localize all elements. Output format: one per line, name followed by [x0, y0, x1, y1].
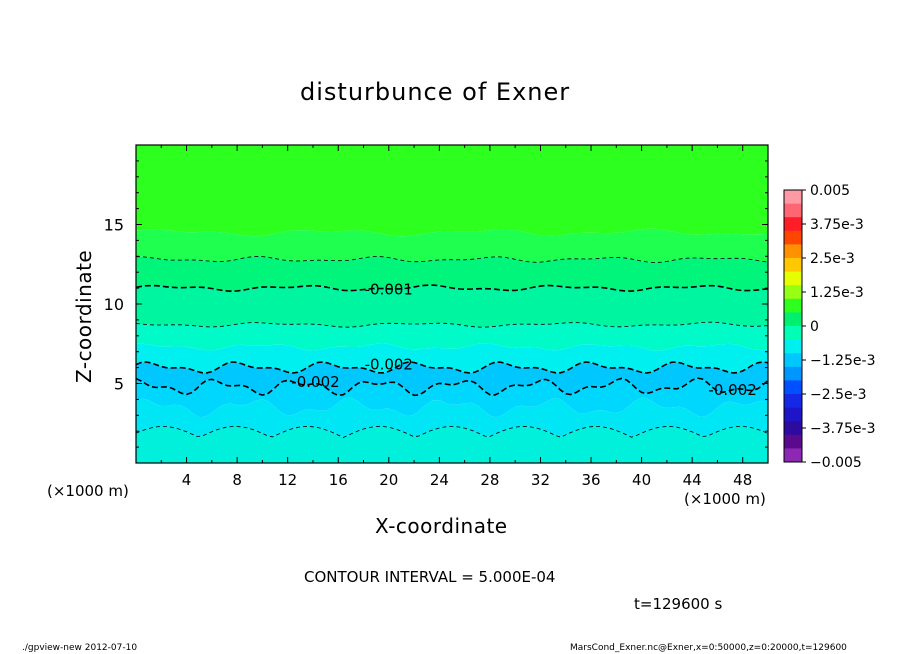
x-tick-label: 12 — [278, 471, 297, 489]
time-label: t=129600 s — [634, 595, 723, 613]
colorbar-swatch — [784, 285, 802, 300]
colorbar-swatch — [784, 394, 802, 408]
fill-band — [136, 397, 768, 438]
x-tick-label: 44 — [683, 471, 702, 489]
colorbar-label: 3.75e-3 — [810, 217, 864, 233]
colorbar: 0.005 3.75e-3 2.5e-3 1.25e-3 0 −1.25e-3 −2.5e-… — [783, 183, 875, 471]
colorbar-label: 0.005 — [810, 183, 850, 199]
colorbar-label: 2.5e-3 — [810, 251, 855, 267]
contour-interval-label: CONTOUR INTERVAL = 5.000E-04 — [304, 568, 556, 586]
colorbar-swatch — [784, 298, 802, 313]
colorbar-swatch — [784, 326, 802, 340]
fill-band — [136, 426, 768, 463]
y-tick-label: 15 — [104, 216, 124, 235]
y-tick-label: 5 — [114, 375, 124, 394]
fill-band — [136, 228, 768, 263]
colorbar-swatch — [784, 353, 802, 368]
footer-left: ./gpview-new 2012-07-10 — [22, 643, 138, 653]
fill-band — [136, 362, 768, 396]
contour-line — [136, 425, 768, 438]
colorbar-label: −2.5e-3 — [810, 387, 867, 403]
colorbar-swatch — [784, 434, 802, 449]
x-tick-label: 16 — [329, 471, 348, 489]
contour-label: -0.002 — [365, 355, 413, 373]
x-axis-label: X-coordinate — [375, 514, 508, 538]
filled-contours — [136, 145, 768, 463]
colorbar-label: 0 — [810, 319, 819, 335]
fill-band — [136, 378, 768, 418]
contour-line — [136, 321, 768, 328]
x-tick-label: 24 — [430, 471, 449, 489]
contour-label: -0.002 — [708, 381, 756, 399]
y-tick-label: 10 — [104, 295, 124, 314]
x-unit-left: (×1000 m) — [47, 482, 129, 500]
contour-lines — [136, 255, 768, 438]
colorbar-swatch — [784, 380, 802, 395]
colorbar-swatch — [784, 421, 802, 436]
fill-band — [136, 343, 768, 373]
colorbar-swatch — [784, 312, 802, 327]
fill-band — [136, 322, 768, 351]
colorbar-swatch — [784, 203, 802, 218]
colorbar-swatch — [784, 339, 802, 354]
fill-band — [136, 285, 768, 328]
contour-labels: -0.001 -0.002 -0.002 -0.002 — [291, 281, 756, 399]
chart-title: disturbunce of Exner — [300, 78, 571, 106]
fill-band — [136, 256, 768, 292]
x-unit-right: (×1000 m) — [684, 490, 766, 508]
y-axis-label: Z-coordinate — [72, 249, 96, 383]
colorbar-label: −0.005 — [810, 455, 862, 471]
footer-right: MarsCond_Exner.nc@Exner,x=0:50000,z=0:20… — [570, 643, 847, 653]
colorbar-swatch — [784, 258, 802, 272]
contour-line — [136, 255, 768, 263]
colorbar-label: 1.25e-3 — [810, 285, 864, 301]
contour-line — [136, 284, 768, 293]
x-tick-label: 28 — [480, 471, 499, 489]
colorbar-swatch — [784, 217, 802, 232]
colorbar-swatch — [784, 230, 802, 245]
colorbar-swatch — [784, 366, 802, 381]
x-tick-label: 4 — [182, 471, 192, 489]
fill-band — [136, 145, 768, 237]
colorbar-swatch — [784, 271, 802, 286]
x-tick-label: 36 — [581, 471, 600, 489]
contour-label: -0.002 — [291, 373, 339, 391]
x-tick-label: 40 — [632, 471, 651, 489]
x-tick-label: 48 — [733, 471, 752, 489]
x-tick-label: 8 — [232, 471, 242, 489]
x-tick-label: 32 — [531, 471, 550, 489]
x-tick-label: 20 — [379, 471, 398, 489]
colorbar-swatch — [784, 448, 802, 463]
contour-label: -0.001 — [365, 281, 413, 299]
colorbar-label: −3.75e-3 — [810, 421, 875, 437]
colorbar-label: −1.25e-3 — [810, 353, 875, 369]
y-axis: 5 10 15 — [104, 160, 768, 448]
contour-line — [136, 361, 768, 374]
colorbar-swatch — [784, 407, 802, 422]
colorbar-swatch — [784, 190, 802, 204]
x-axis: 4 8 12 16 20 24 28 32 36 40 44 48 — [160, 145, 752, 489]
colorbar-swatch — [784, 244, 802, 259]
